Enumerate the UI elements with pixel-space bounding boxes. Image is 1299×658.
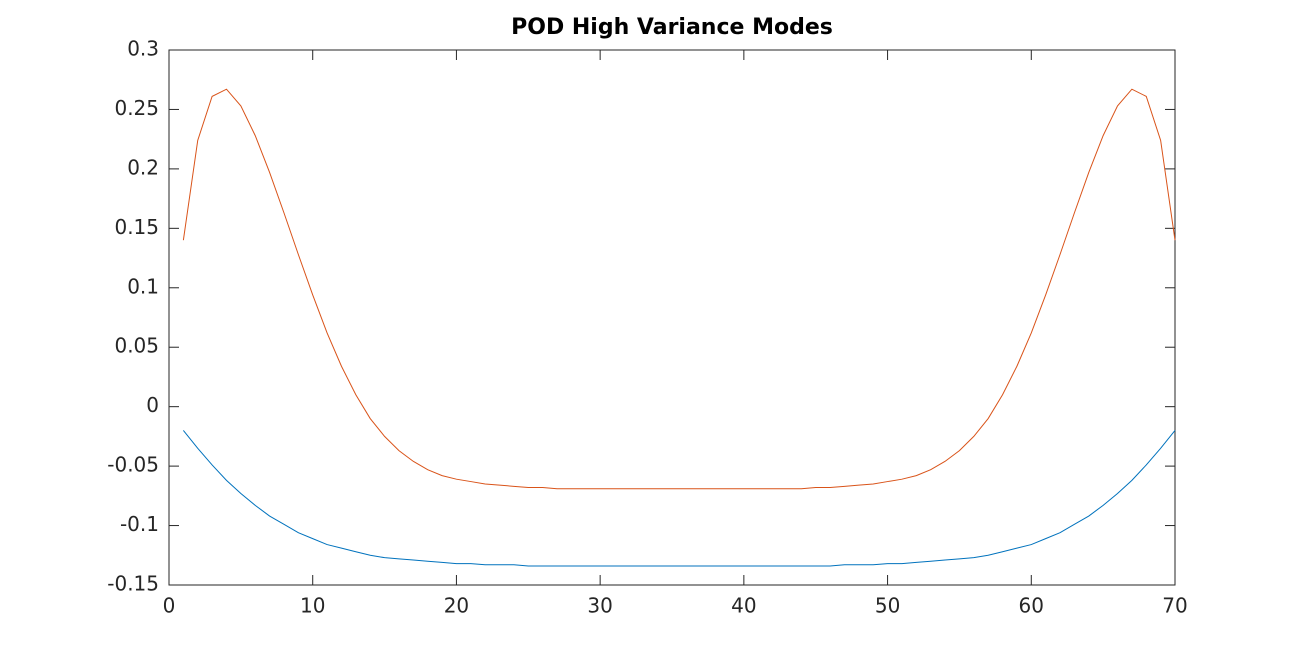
x-tick-label: 20 (444, 594, 469, 618)
chart-title: POD High Variance Modes (511, 15, 833, 40)
line-series (182, 88, 1176, 490)
y-tick-label: 0.2 (127, 155, 159, 179)
y-tick-label: 0.05 (114, 334, 159, 358)
y-tick-label: -0.05 (107, 453, 159, 477)
y-tick-label: 0.15 (114, 215, 159, 239)
y-tick-label: 0.25 (114, 96, 159, 120)
x-tick-label: 0 (163, 594, 176, 618)
y-tick-label: -0.1 (120, 512, 159, 536)
x-tick-label: 40 (731, 594, 756, 618)
y-tick-label: 0.1 (127, 274, 159, 298)
y-tick-label: -0.15 (107, 572, 159, 596)
y-tick-label: 0.3 (127, 37, 159, 61)
x-tick-label: 50 (875, 594, 900, 618)
line-series (182, 430, 1176, 567)
x-tick-label: 10 (300, 594, 325, 618)
y-tick-label: 0 (146, 393, 159, 417)
plot-box (168, 49, 1176, 586)
x-tick-label: 70 (1162, 594, 1187, 618)
x-tick-label: 30 (587, 594, 612, 618)
x-tick-label: 60 (1019, 594, 1044, 618)
